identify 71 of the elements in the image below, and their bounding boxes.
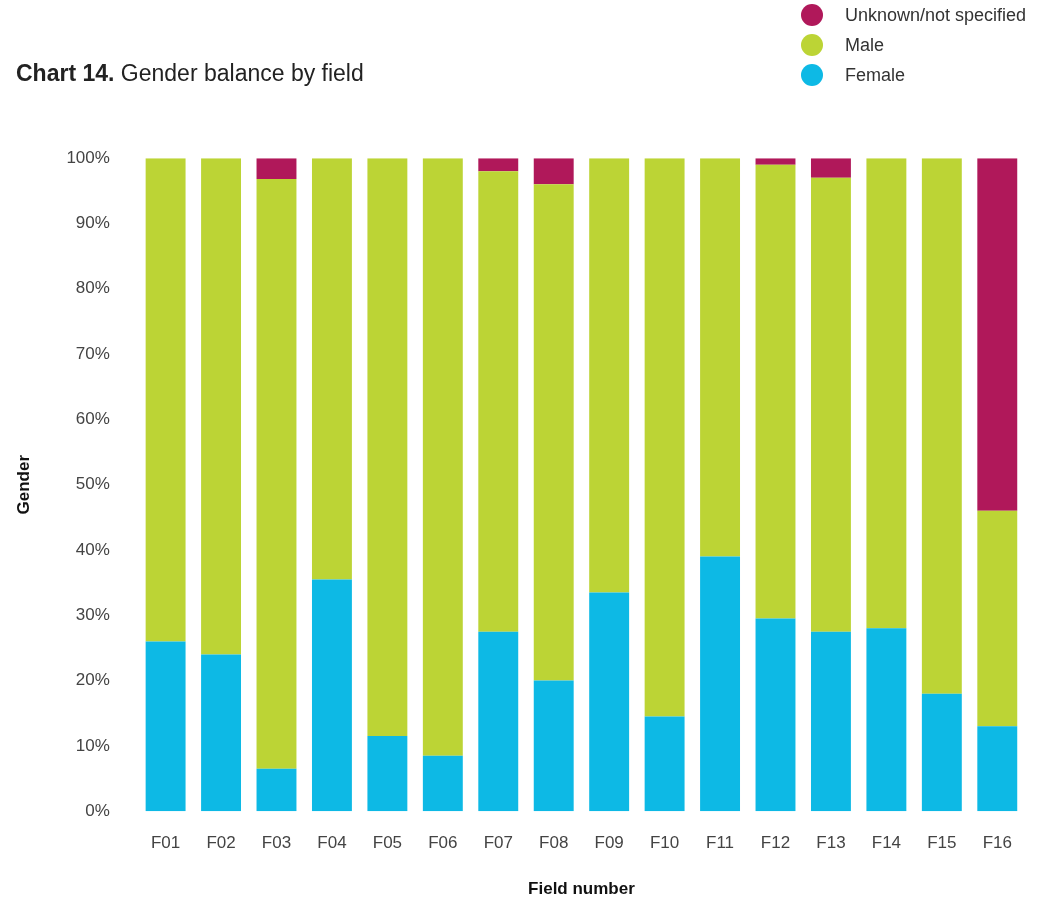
bar bbox=[810, 177, 851, 632]
bar bbox=[977, 510, 1018, 727]
bar bbox=[977, 158, 1018, 511]
bar bbox=[810, 158, 851, 178]
x-axis-title: Field number bbox=[528, 879, 636, 899]
bar bbox=[256, 179, 297, 769]
bar bbox=[589, 592, 630, 812]
bar bbox=[700, 556, 741, 812]
bar bbox=[367, 158, 408, 737]
y-tick-label: 80% bbox=[75, 278, 110, 298]
bar bbox=[810, 631, 851, 812]
bar bbox=[533, 158, 574, 185]
bar bbox=[311, 158, 352, 580]
bar bbox=[589, 158, 630, 593]
chart-title: Chart 14. Gender balance by field bbox=[16, 60, 364, 87]
legend-label: Male bbox=[844, 34, 884, 56]
y-tick-label: 10% bbox=[75, 735, 110, 755]
y-tick-label: 100% bbox=[66, 147, 110, 167]
bar bbox=[478, 171, 519, 632]
bar bbox=[422, 755, 463, 812]
bar bbox=[921, 693, 962, 812]
x-tick-label: F12 bbox=[760, 833, 791, 853]
bar bbox=[866, 628, 907, 812]
bar bbox=[755, 164, 796, 619]
x-tick-label: F01 bbox=[150, 833, 181, 853]
x-tick-label: F03 bbox=[261, 833, 292, 853]
x-tick-label: F15 bbox=[927, 833, 957, 853]
bar bbox=[145, 641, 186, 812]
x-tick-label: F06 bbox=[428, 833, 458, 853]
bar bbox=[478, 158, 519, 172]
x-tick-label: F14 bbox=[871, 833, 902, 853]
y-tick-label: 90% bbox=[75, 213, 110, 233]
bar bbox=[533, 184, 574, 681]
y-tick-label: 40% bbox=[75, 539, 110, 559]
bar bbox=[422, 158, 463, 756]
x-tick-label: F02 bbox=[206, 833, 236, 853]
bar bbox=[478, 631, 519, 812]
bar bbox=[755, 158, 796, 165]
bar bbox=[977, 726, 1018, 812]
legend-label: Female bbox=[844, 64, 905, 86]
bar bbox=[256, 768, 297, 812]
bar bbox=[755, 618, 796, 812]
bar bbox=[145, 158, 186, 642]
legend-label: Unknown/not specified bbox=[844, 4, 1026, 26]
bar bbox=[866, 158, 907, 629]
bar bbox=[201, 158, 242, 655]
y-tick-label: 0% bbox=[85, 800, 110, 820]
bar bbox=[533, 680, 574, 812]
bar bbox=[700, 158, 741, 557]
x-tick-label: F11 bbox=[706, 833, 735, 853]
y-axis-title: Gender bbox=[13, 454, 33, 515]
bar bbox=[256, 158, 297, 180]
bar bbox=[201, 654, 242, 812]
x-tick-label: F09 bbox=[594, 833, 624, 853]
bar bbox=[311, 579, 352, 812]
y-tick-label: 60% bbox=[75, 409, 110, 429]
y-tick-label: 70% bbox=[75, 343, 110, 363]
y-tick-label: 50% bbox=[75, 474, 110, 494]
bar bbox=[644, 716, 685, 812]
bar bbox=[367, 736, 408, 812]
x-tick-label: F04 bbox=[317, 833, 347, 853]
bar bbox=[644, 158, 685, 717]
x-tick-label: F10 bbox=[649, 833, 680, 853]
x-tick-label: F16 bbox=[982, 833, 1012, 853]
x-tick-label: F13 bbox=[816, 833, 846, 853]
y-tick-label: 20% bbox=[75, 670, 110, 690]
x-tick-label: F07 bbox=[483, 833, 513, 853]
x-tick-label: F05 bbox=[372, 833, 403, 853]
bar bbox=[921, 158, 962, 694]
y-tick-label: 30% bbox=[75, 604, 110, 624]
x-tick-label: F08 bbox=[539, 833, 569, 853]
